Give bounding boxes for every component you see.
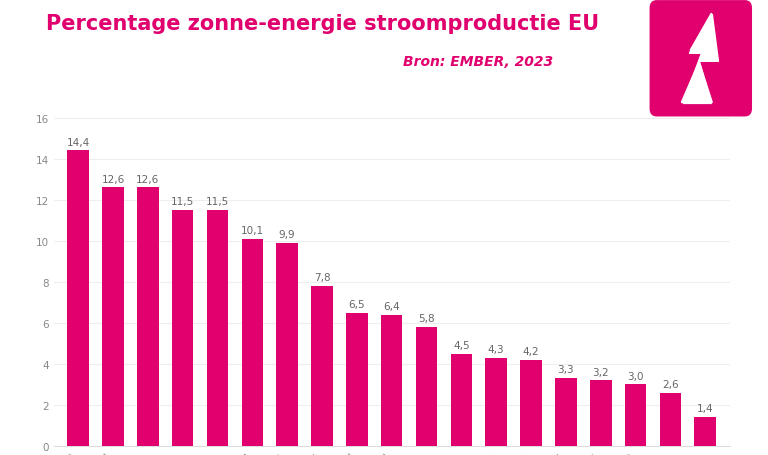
Text: 10,1: 10,1 xyxy=(241,225,264,235)
Bar xyxy=(415,327,437,446)
Bar xyxy=(276,243,298,446)
Bar xyxy=(660,393,681,446)
Bar xyxy=(68,151,89,446)
Polygon shape xyxy=(681,15,719,103)
Text: 5,8: 5,8 xyxy=(419,313,435,324)
Text: 9,9: 9,9 xyxy=(279,229,296,239)
Bar xyxy=(172,210,194,446)
Bar xyxy=(520,360,542,446)
Bar xyxy=(137,188,159,446)
Polygon shape xyxy=(684,14,717,104)
Text: 6,5: 6,5 xyxy=(349,299,365,309)
Bar xyxy=(451,354,472,446)
Text: 3,3: 3,3 xyxy=(558,364,574,374)
Text: 6,4: 6,4 xyxy=(383,301,400,311)
Bar xyxy=(590,380,611,446)
Bar xyxy=(311,286,333,446)
Text: 4,2: 4,2 xyxy=(523,346,539,356)
Text: Percentage zonne-energie stroomproductie EU: Percentage zonne-energie stroomproductie… xyxy=(46,14,599,34)
Bar xyxy=(241,239,263,446)
Text: 12,6: 12,6 xyxy=(136,174,160,184)
Bar xyxy=(485,358,507,446)
Text: 3,0: 3,0 xyxy=(627,371,644,381)
Bar xyxy=(381,315,402,446)
Text: 14,4: 14,4 xyxy=(67,137,90,147)
Bar xyxy=(346,313,368,446)
FancyBboxPatch shape xyxy=(650,1,752,117)
Text: 7,8: 7,8 xyxy=(313,273,330,283)
Bar xyxy=(102,188,124,446)
Text: 11,5: 11,5 xyxy=(171,197,194,207)
Bar xyxy=(555,379,577,446)
Bar xyxy=(694,417,716,446)
Text: 4,3: 4,3 xyxy=(488,344,505,354)
Text: 11,5: 11,5 xyxy=(206,197,229,207)
Text: 2,6: 2,6 xyxy=(662,379,679,389)
Bar xyxy=(207,210,228,446)
Bar xyxy=(624,384,647,446)
Text: 1,4: 1,4 xyxy=(697,404,713,414)
Text: 12,6: 12,6 xyxy=(101,174,124,184)
Text: Bron: EMBER, 2023: Bron: EMBER, 2023 xyxy=(403,55,553,69)
Text: 4,5: 4,5 xyxy=(453,340,470,350)
Text: 3,2: 3,2 xyxy=(592,367,609,377)
